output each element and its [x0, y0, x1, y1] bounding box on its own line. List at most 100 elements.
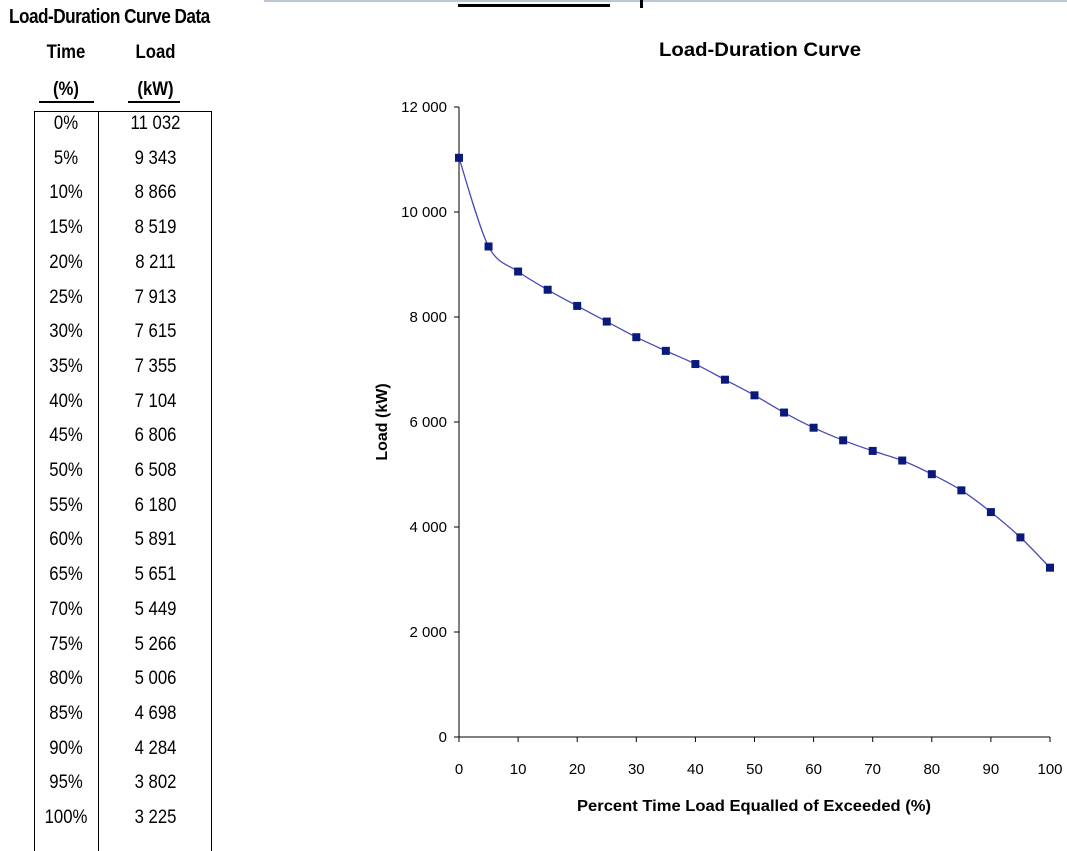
x-axis-title: Percent Time Load Equalled of Exceeded (… [577, 798, 931, 815]
data-point-marker [543, 285, 552, 294]
data-point-marker [573, 301, 582, 310]
x-tick-label: 60 [805, 761, 822, 778]
table-cell-load: 8 519 [134, 217, 177, 239]
table-cell-time: 0% [53, 113, 79, 134]
table-cell-load: 7 104 [134, 390, 177, 412]
x-tick-label: 20 [569, 761, 586, 778]
table-cell-time: 85% [49, 702, 83, 724]
table-cell-time: 40% [49, 390, 83, 412]
table-cell-time: 10% [49, 182, 83, 204]
table-cell-time: 15% [49, 217, 83, 239]
table-column-divider [98, 111, 99, 851]
table-cell-time: 95% [49, 772, 83, 794]
data-point-marker [1046, 563, 1054, 572]
x-tick-label: 10 [510, 761, 527, 778]
x-tick-label: 30 [628, 761, 645, 778]
load-series-line [458, 157, 1051, 569]
header-time-underline [39, 101, 94, 103]
x-tick-label: 80 [923, 761, 940, 778]
table-cell-load: 11 032 [130, 113, 181, 134]
table-cell-load: 4 698 [134, 702, 177, 724]
data-point-marker [750, 391, 759, 400]
chart-title: Load-Duration Curve [659, 40, 861, 61]
y-tick-label: 2 000 [409, 624, 447, 641]
y-axis-ticks: 0 2 000 4 000 6 000 8 000 10 000 12 000 [401, 99, 459, 746]
table-cell-time: 5% [53, 147, 79, 169]
table-cell-time: 35% [49, 355, 83, 377]
data-point-marker [632, 333, 641, 342]
data-point-marker [957, 486, 966, 495]
table-cell-load: 8 211 [135, 251, 176, 273]
data-point-marker [455, 153, 463, 162]
table-cell-load: 6 508 [134, 460, 177, 481]
x-tick-label: 0 [455, 761, 463, 778]
data-point-marker [484, 242, 493, 251]
x-axis-ticks: 0 10 20 30 40 50 60 70 80 90 100 [455, 737, 1063, 778]
table-cell-load: 6 180 [134, 494, 177, 516]
table-cell-time: 30% [49, 321, 83, 343]
data-point-marker [898, 456, 907, 465]
table-cell-time: 45% [49, 425, 83, 447]
header-load-underline [128, 101, 180, 103]
data-table-panel: Load-Duration Curve Data Time (%) Load (… [0, 0, 300, 851]
y-axis-title: Load (kW) [374, 383, 391, 460]
table-title: Load-Duration Curve Data [9, 6, 210, 28]
table-cell-load: 4 284 [134, 737, 177, 759]
table-cell-load: 5 449 [134, 598, 177, 620]
table-cell-load: 5 266 [134, 633, 177, 655]
data-point-marker [927, 470, 936, 479]
y-tick-label: 0 [439, 729, 447, 746]
table-cell-load: 5 891 [134, 529, 177, 551]
table-cell-time: 75% [49, 633, 83, 655]
y-tick-label: 10 000 [401, 204, 447, 221]
table-cell-load: 7 913 [134, 286, 177, 308]
table-cell-load: 8 866 [134, 182, 177, 204]
table-cell-load: 3 225 [134, 807, 177, 828]
data-point-marker [1016, 533, 1025, 542]
top-border-line [264, 0, 1067, 2]
y-tick-label: 8 000 [409, 309, 447, 326]
x-tick-label: 70 [864, 761, 881, 778]
data-point-marker [691, 360, 700, 369]
table-cell-time: 25% [49, 286, 83, 308]
x-tick-label: 50 [746, 761, 763, 778]
load-duration-chart: Load-Duration Curve 0 2 000 4 000 6 000 8 00… [374, 40, 1063, 815]
table-cell-load: 6 806 [134, 425, 177, 447]
data-point-marker [986, 508, 995, 517]
top-tick-mark [640, 0, 643, 8]
data-point-marker [809, 423, 818, 432]
x-tick-label: 40 [687, 761, 704, 778]
header-load: Load [135, 42, 176, 63]
table-cell-time: 90% [49, 737, 83, 759]
table-cell-load: 3 802 [134, 772, 177, 794]
table-cell-load: 5 006 [134, 668, 177, 690]
data-point-marker [661, 346, 670, 355]
table-cell-time: 80% [49, 668, 83, 690]
data-point-marker [602, 317, 611, 326]
table-cell-load: 5 651 [134, 564, 177, 586]
table-cell-load: 9 343 [134, 147, 177, 169]
table-frame [34, 111, 212, 851]
data-point-marker [720, 375, 729, 384]
y-tick-label: 12 000 [401, 99, 447, 116]
table-cell-time: 50% [49, 460, 83, 481]
x-tick-label: 90 [983, 761, 1000, 778]
header-time-unit: (%) [52, 79, 80, 100]
header-load-unit: (kW) [137, 79, 174, 100]
y-tick-label: 4 000 [409, 519, 447, 536]
data-point-marker [780, 408, 789, 417]
table-cell-time: 100% [44, 807, 88, 828]
data-point-marker [868, 446, 877, 455]
data-point-marker [839, 436, 848, 445]
table-cell-time: 70% [49, 598, 83, 620]
load-series-markers [455, 153, 1054, 572]
table-cell-time: 65% [49, 564, 83, 586]
table-cell-time: 55% [49, 494, 83, 516]
header-time: Time [46, 42, 86, 63]
x-tick-label: 100 [1037, 761, 1062, 778]
data-point-marker [514, 267, 523, 276]
table-cell-time: 20% [49, 251, 83, 273]
y-tick-label: 6 000 [409, 414, 447, 431]
table-cell-time: 60% [49, 529, 83, 551]
table-cell-load: 7 355 [134, 355, 177, 377]
